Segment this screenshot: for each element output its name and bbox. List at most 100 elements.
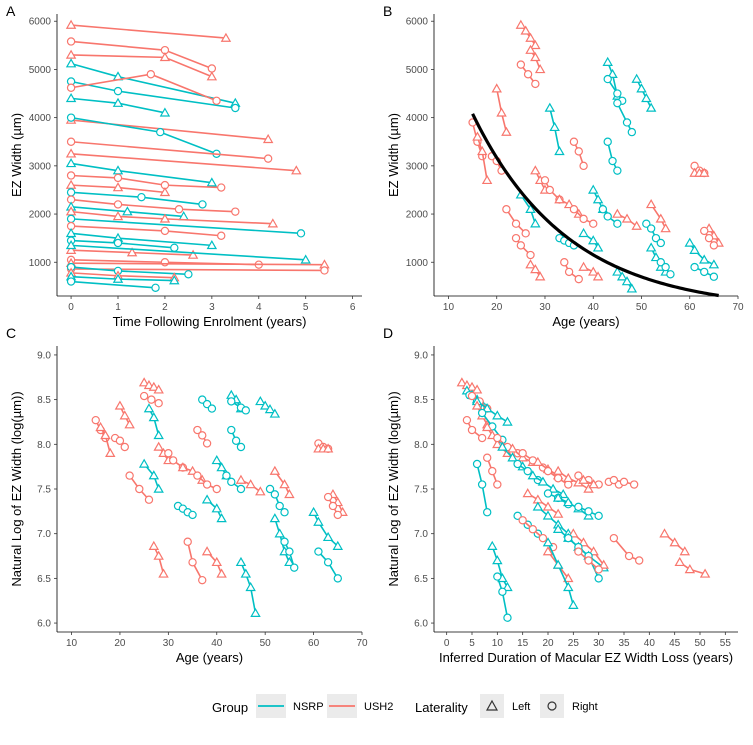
panel-b-series-line-nsrp <box>616 102 633 133</box>
panel-c-y-tick-label: 6.5 <box>37 574 51 585</box>
panel-d-point-left <box>699 568 711 578</box>
panel-c-point-left <box>100 429 111 440</box>
panel-d-point-left <box>542 537 554 547</box>
panel-c-point-right <box>285 547 294 556</box>
panel-d-point-left <box>552 559 564 569</box>
panel-b-point-right <box>651 233 661 243</box>
panel-d-x-tick-label: 50 <box>694 638 706 649</box>
panel-d-point-left <box>507 443 518 453</box>
panel-d-point-right <box>467 425 477 435</box>
panel-a-point-right <box>113 200 123 209</box>
panel-c-point-left <box>153 429 164 440</box>
panel-a-point-left <box>65 239 77 250</box>
panel-a-series-line-nsrp <box>70 80 236 109</box>
panel-c-point-left <box>105 447 116 457</box>
panel-d-point-right <box>488 466 497 476</box>
panel-c: 10 20 30 40 50 60 70 6.0 6.5 7.0 7.5 8.0 8.5 9.0 Age (… <box>9 346 368 665</box>
panel-c-series-line-nsrp <box>240 561 257 614</box>
panel-a-y-tick-label: 5000 <box>29 65 52 76</box>
panel-b-y-tick-label: 6000 <box>406 17 429 28</box>
panel-d-x-tick-label: 10 <box>492 638 504 649</box>
panel-d-point-left <box>542 510 554 520</box>
panel-b-x-tick-label: 10 <box>443 302 455 313</box>
panel-b-point-left <box>588 184 599 194</box>
panel-b-point-left <box>530 218 541 228</box>
panel-a-point-right <box>231 103 240 113</box>
panel-a-point-left <box>65 58 77 68</box>
panel-d-point-left <box>547 483 559 493</box>
panel-c-point-left <box>284 556 295 567</box>
panel-d-y-tick-label: 6.5 <box>414 574 428 585</box>
panel-d-y-tick-label: 7.5 <box>414 485 428 496</box>
panel-a-point-left <box>300 254 311 264</box>
panel-b-y-tick-label: 2000 <box>406 210 429 221</box>
panel-b-x-tick-label: 70 <box>732 302 744 313</box>
panel-b-point-right <box>579 214 588 224</box>
panel-b-point-left <box>616 271 628 281</box>
panel-a-point-right <box>66 214 76 224</box>
panel-b-point-left <box>578 227 589 238</box>
panel-c-x-tick-label: 40 <box>211 638 223 649</box>
panel-c-y-tick-label: 8.0 <box>37 440 51 451</box>
panel-c-point-right <box>227 477 236 487</box>
panel-d-point-left <box>507 452 518 462</box>
panel-a: 0 1 2 3 4 5 6 1000 2000 3000 4000 5000 6000 Time Foll… <box>9 14 362 329</box>
panel-d-point-left <box>497 441 508 451</box>
panel-c-point-left <box>240 568 252 578</box>
panel-c-x-tick-label: 50 <box>260 638 272 649</box>
legend-label-right: Right <box>572 701 598 713</box>
panel-b-point-left <box>612 266 623 276</box>
panel-b-y-tick-label: 1000 <box>406 258 429 269</box>
panel-c-point-right <box>188 510 197 520</box>
panel-c-point-left <box>114 400 126 410</box>
panel-b-point-right <box>690 262 699 272</box>
panel-d-point-left <box>502 581 513 592</box>
panel-b-point-right <box>526 250 535 260</box>
panel-c-point-left <box>250 607 261 617</box>
panel-b-point-right <box>661 262 670 272</box>
panel-a-y-axis-title: EZ Width (µm) <box>9 113 24 197</box>
panel-c-point-right <box>280 508 289 517</box>
panel-c-y-axis-title: Natural Log of EZ Width (log(µm)) <box>9 391 24 586</box>
panel-b-point-left <box>631 220 642 230</box>
panel-b-point-right <box>700 226 709 236</box>
panel-c-point-left <box>148 470 160 480</box>
panel-d-point-left <box>527 470 539 480</box>
panel-d-point-right <box>574 502 583 512</box>
panel-d-y-tick-label: 9.0 <box>414 350 428 361</box>
panel-d-point-left <box>502 416 513 426</box>
panel-b-point-left <box>534 64 546 74</box>
panel-c-point-left <box>177 462 189 472</box>
legend-label-left: Left <box>512 701 530 713</box>
panel-a-point-right <box>207 64 217 73</box>
panel-a-series-line-ush2 <box>70 198 236 213</box>
panel-c-point-right <box>198 575 207 585</box>
panel-d-point-right <box>477 433 487 443</box>
panel-c-series-line-ush2 <box>153 545 165 575</box>
panel-b-point-left <box>612 208 623 218</box>
panel-b-point-right <box>603 212 612 221</box>
panel-d-point-right <box>619 477 629 487</box>
panel-letter-d: D <box>383 325 393 341</box>
panel-d-point-right <box>635 556 644 565</box>
panel-b-y-tick-label: 4000 <box>406 113 429 124</box>
panel-a-point-left <box>169 275 180 285</box>
panel-b-x-tick-label: 30 <box>539 302 551 313</box>
panel-d-x-tick-label: 25 <box>568 638 580 649</box>
panel-c-point-right <box>236 442 246 452</box>
panel-d-point-left <box>563 472 574 483</box>
panel-d-point-left <box>481 403 493 413</box>
panel-a-series-line-nsrp <box>71 218 302 235</box>
panel-c-point-left <box>235 474 247 484</box>
panel-b-point-left <box>689 244 700 254</box>
panel-d-x-tick-label: 5 <box>469 638 475 649</box>
panel-d-point-left <box>552 492 564 502</box>
panel-c-x-tick-label: 60 <box>308 638 320 649</box>
panel-b-point-left <box>621 276 633 286</box>
panel-b-point-left <box>496 107 507 117</box>
panel-c-point-right <box>139 391 149 401</box>
panel-b-point-left <box>515 19 527 29</box>
panel-a-point-left <box>112 182 124 192</box>
panel-a-point-right <box>198 200 207 209</box>
panel-d-point-left <box>588 546 599 556</box>
